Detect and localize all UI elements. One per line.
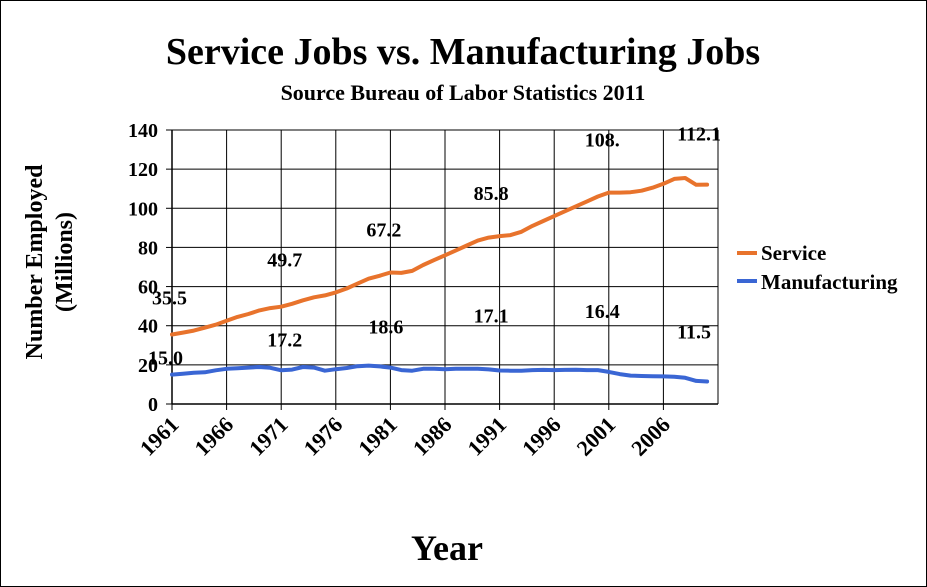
x-tick-label: 2006: [626, 412, 675, 461]
x-tick-label: 1986: [408, 412, 457, 461]
data-label: 49.7: [267, 250, 302, 272]
data-label: 108.: [585, 130, 620, 152]
y-tick-label: 100: [128, 198, 158, 220]
x-tick-label: 1991: [462, 412, 511, 461]
chart-subtitle: Source Bureau of Labor Statistics 2011: [281, 80, 646, 105]
series-lines: [170, 176, 710, 384]
y-axis-label-line-1: Number Employed: [22, 164, 48, 360]
legend: Service Manufacturing: [737, 241, 898, 294]
x-tick-label: 1961: [135, 412, 184, 461]
y-axis-label-line-2: (Millions): [52, 212, 78, 312]
chart-title: Service Jobs vs. Manufacturing Jobs: [166, 31, 760, 73]
series-line-service: [170, 176, 710, 337]
data-label: 18.6: [368, 317, 403, 339]
data-label: 11.5: [677, 321, 711, 343]
x-axis-ticks: 1961 1966 1971 1976 1981 1986 1991 1996 2001 2006: [135, 404, 675, 461]
y-tick-label: 60: [138, 277, 158, 299]
x-tick-label: 1981: [353, 412, 402, 461]
y-tick-label: 20: [138, 355, 158, 377]
data-label: 17.1: [474, 306, 509, 328]
data-label: 35.5: [152, 288, 187, 310]
data-label: 112.1: [677, 124, 721, 146]
plot-grid: [171, 129, 719, 405]
series-line-manufacturing: [170, 363, 710, 384]
data-label: 15.0: [148, 348, 183, 370]
y-axis-ticks: 0 20 40 60 80 100 120 140: [128, 120, 172, 416]
y-tick-label: 40: [138, 316, 158, 338]
x-tick-label: 1971: [244, 412, 293, 461]
y-tick-label: 80: [138, 237, 158, 259]
x-tick-label: 1976: [299, 412, 348, 461]
x-tick-label: 2001: [572, 412, 621, 461]
data-label: 16.4: [585, 301, 620, 323]
y-axis-label: Number Employed (Millions): [22, 164, 78, 360]
y-tick-label: 140: [128, 120, 158, 142]
x-tick-label: 1996: [517, 412, 566, 461]
y-tick-label: 120: [128, 159, 158, 181]
x-axis-label: Year: [411, 528, 483, 568]
y-tick-label: 0: [148, 394, 158, 416]
x-tick-label: 1966: [189, 412, 238, 461]
data-label: 85.8: [474, 183, 509, 205]
data-label: 67.2: [366, 219, 401, 241]
legend-label-manufacturing: Manufacturing: [761, 270, 898, 294]
data-labels: 35.5 49.7 67.2 85.8 108. 112.1 15.0 17.2 18.6 17.…: [148, 124, 721, 370]
data-label: 17.2: [267, 329, 302, 351]
legend-label-service: Service: [761, 241, 826, 265]
